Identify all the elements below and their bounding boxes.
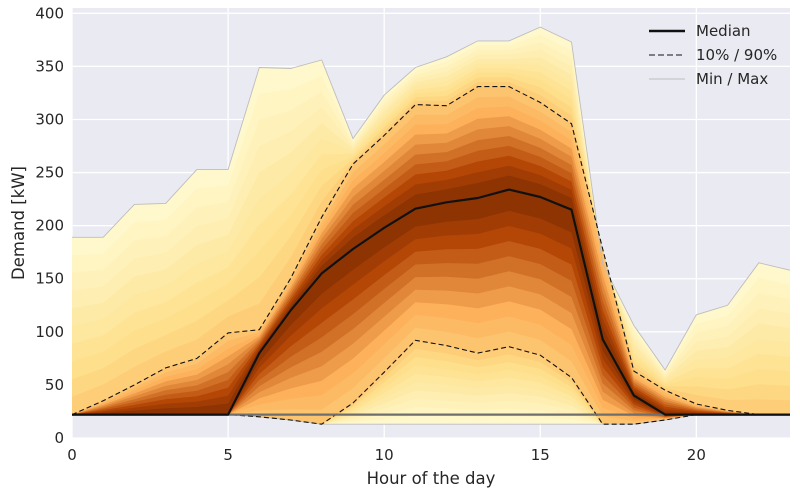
legend-label-median: Median <box>696 22 751 40</box>
x-tick-label: 5 <box>223 446 233 464</box>
legend-label-percentile: 10% / 90% <box>696 46 777 64</box>
x-tick-label: 20 <box>687 446 706 464</box>
y-tick-label: 400 <box>35 4 64 22</box>
series-line-max <box>72 26 791 371</box>
y-tick-label: 350 <box>35 57 64 75</box>
y-tick-label: 200 <box>35 217 64 235</box>
y-tick-label: 0 <box>54 429 64 447</box>
series-line-p90 <box>71 86 790 416</box>
y-tick-label: 100 <box>35 323 64 341</box>
y-tick-labels: 0 50 100 150 200 250 300 350 400 <box>35 4 64 447</box>
legend: Median 10% / 90% Min / Max <box>649 22 777 88</box>
x-tick-label: 0 <box>67 446 77 464</box>
series-lines <box>71 26 791 425</box>
y-tick-label: 50 <box>45 376 64 394</box>
y-axis-label: Demand [kW] <box>9 166 28 280</box>
y-tick-label: 150 <box>35 270 64 288</box>
series-line-p10 <box>72 339 790 425</box>
y-tick-label: 300 <box>35 110 64 128</box>
legend-label-minmax: Min / Max <box>696 70 768 88</box>
demand-fan-band <box>72 27 790 425</box>
y-tick-label: 250 <box>35 164 64 182</box>
x-tick-label: 15 <box>531 446 550 464</box>
series-line-median <box>72 188 790 416</box>
x-tick-label: 10 <box>375 446 394 464</box>
x-axis-label: Hour of the day <box>367 469 496 488</box>
x-tick-labels: 0 5 10 15 20 <box>67 446 706 464</box>
